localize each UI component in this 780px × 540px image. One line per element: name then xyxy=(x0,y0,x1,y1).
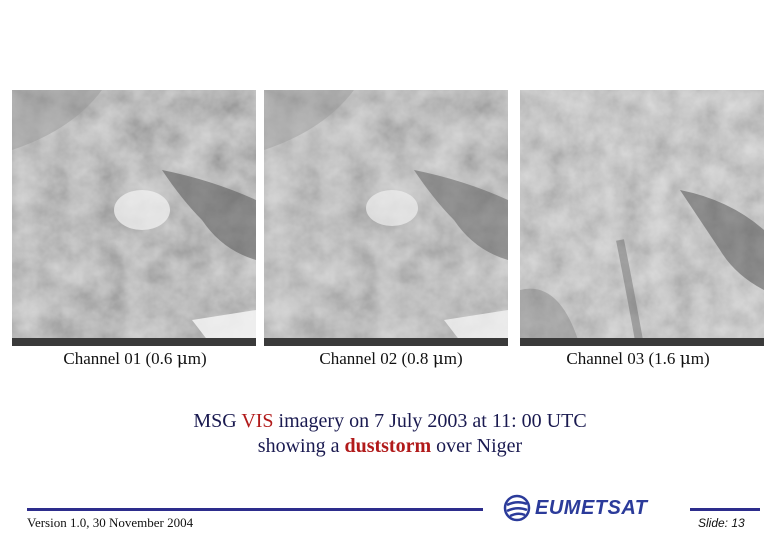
footer-rule-right xyxy=(690,508,760,511)
slide-title-line-1: MSG VIS imagery on 7 July 2003 at 11: 00… xyxy=(193,410,587,432)
eumetsat-logo: EUMETSAT xyxy=(503,494,648,522)
duststorm-highlight: duststorm xyxy=(344,435,432,457)
caption-channel-01: Channel 01 (0.6 μm) xyxy=(63,349,207,369)
vis-highlight: VIS xyxy=(241,410,274,432)
caption-channel-03: Channel 03 (1.6 μm) xyxy=(566,349,710,369)
eumetsat-wordmark: EUMETSAT xyxy=(535,496,648,519)
slide-number: Slide: 13 xyxy=(698,516,745,530)
eumetsat-globe-icon xyxy=(503,494,531,522)
caption-channel-02: Channel 02 (0.8 μm) xyxy=(319,349,463,369)
satellite-image-channel-01 xyxy=(12,90,256,346)
satellite-image-channel-03 xyxy=(520,90,764,346)
slide-title-line-2: showing a duststorm over Niger xyxy=(257,435,523,457)
slide-title: MSG VIS imagery on 7 July 2003 at 11: 00… xyxy=(0,409,780,459)
version-label: Version 1.0, 30 November 2004 xyxy=(27,515,194,530)
satellite-image-channel-02 xyxy=(264,90,508,346)
footer-rule-left xyxy=(27,508,483,511)
